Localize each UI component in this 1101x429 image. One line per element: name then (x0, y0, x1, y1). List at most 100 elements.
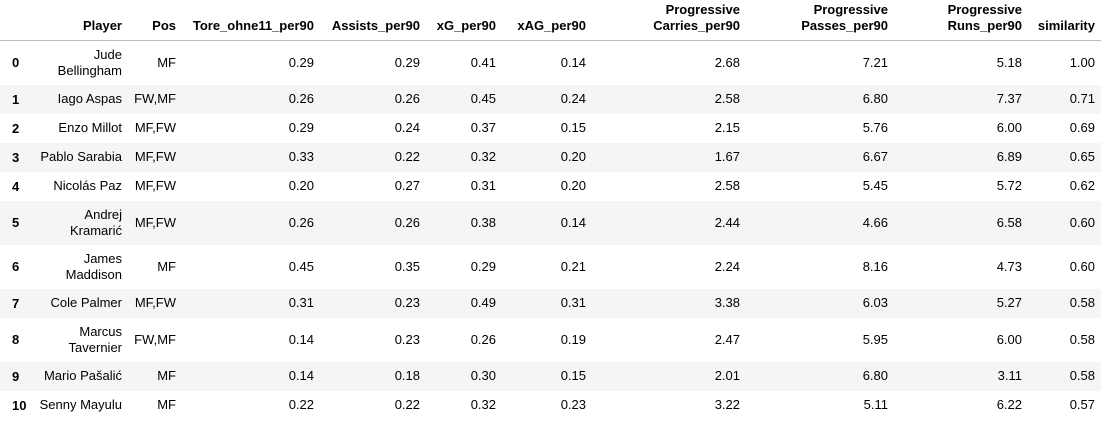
runs-cell: 3.11 (997, 368, 1022, 383)
xag-cell: 0.15 (560, 120, 586, 135)
player-cell: Andrej Kramarić (69, 206, 122, 238)
xag-cell: 0.24 (560, 91, 586, 106)
carries-cell: 2.44 (714, 214, 740, 230)
pos-cell: MF (157, 258, 176, 274)
similarity-table: Player Pos Tore_ohne11_per90 Assists_per… (0, 0, 1101, 420)
xag-cell: 0.31 (560, 295, 586, 310)
passes-cell: 6.03 (862, 295, 888, 310)
pos-cell: MF,FW (134, 178, 176, 193)
column-header-progressive-passes: Progressive Passes_per90 (746, 0, 894, 41)
pos-cell: MF (157, 54, 176, 70)
similarity-cell: 0.58 (1069, 331, 1095, 347)
table-row: 7 Cole Palmer MF,FW 0.31 0.23 0.49 0.31 … (0, 288, 1101, 318)
tore-cell: 0.14 (288, 368, 314, 383)
xg-cell: 0.31 (470, 178, 496, 193)
carries-cell: 1.67 (714, 149, 740, 164)
runs-cell: 4.73 (996, 258, 1022, 274)
assists-cell: 0.27 (394, 178, 420, 193)
xag-cell: 0.20 (560, 178, 586, 193)
passes-cell: 6.80 (862, 91, 888, 106)
passes-cell: 5.95 (862, 331, 888, 347)
column-header-progressive-runs: Progressive Runs_per90 (894, 0, 1028, 41)
passes-cell: 8.16 (862, 258, 888, 274)
pos-cell: MF,FW (134, 149, 176, 164)
passes-cell: 4.66 (862, 214, 888, 230)
row-index: 3 (12, 149, 20, 165)
pos-cell: MF (157, 397, 176, 412)
player-cell: Pablo Sarabia (40, 149, 122, 164)
similarity-cell: 0.71 (1069, 91, 1095, 106)
row-index: 5 (12, 215, 20, 230)
row-index: 9 (12, 368, 20, 384)
column-header-xg: xG_per90 (426, 0, 502, 41)
assists-cell: 0.22 (394, 149, 420, 164)
similarity-cell: 0.69 (1069, 120, 1095, 135)
xg-cell: 0.41 (470, 54, 496, 70)
xag-cell: 0.14 (560, 214, 586, 230)
table-row: 6 James Maddison MF 0.45 0.35 0.29 0.21 … (0, 245, 1101, 289)
passes-cell: 5.76 (862, 120, 888, 135)
carries-cell: 2.68 (714, 54, 740, 70)
assists-cell: 0.29 (394, 54, 420, 70)
xg-cell: 0.32 (470, 397, 496, 412)
tore-cell: 0.22 (288, 397, 314, 412)
assists-cell: 0.18 (394, 368, 420, 383)
pos-cell: FW,MF (134, 331, 176, 347)
runs-cell: 5.72 (996, 178, 1022, 193)
similarity-cell: 0.60 (1069, 214, 1095, 230)
assists-cell: 0.23 (394, 331, 420, 347)
pos-cell: MF,FW (134, 120, 176, 135)
row-index: 1 (12, 91, 20, 107)
tore-cell: 0.29 (288, 54, 314, 70)
column-header-similarity: similarity (1028, 0, 1101, 41)
similarity-cell: 0.65 (1069, 149, 1095, 164)
row-index: 10 (12, 397, 27, 413)
carries-cell: 2.58 (714, 178, 740, 193)
runs-cell: 6.00 (996, 120, 1022, 135)
xg-cell: 0.30 (470, 368, 496, 383)
tore-cell: 0.26 (288, 214, 314, 230)
runs-cell: 5.18 (996, 54, 1022, 70)
assists-cell: 0.24 (394, 120, 420, 135)
carries-cell: 2.24 (714, 258, 740, 274)
row-index: 8 (12, 332, 20, 347)
tore-cell: 0.26 (288, 91, 314, 106)
player-cell: Mario Pašalić (43, 368, 122, 383)
similarity-cell: 0.58 (1069, 295, 1095, 310)
pos-cell: MF,FW (134, 214, 176, 230)
runs-cell: 6.58 (996, 214, 1022, 230)
column-header-pos: Pos (128, 0, 182, 41)
carries-cell: 2.58 (714, 91, 740, 106)
header-row: Player Pos Tore_ohne11_per90 Assists_per… (0, 0, 1101, 41)
carries-cell: 3.38 (714, 295, 740, 310)
pos-cell: FW,MF (134, 91, 176, 106)
tore-cell: 0.29 (288, 120, 314, 135)
tore-cell: 0.31 (288, 295, 314, 310)
similarity-cell: 1.00 (1069, 54, 1095, 70)
assists-cell: 0.23 (394, 295, 420, 310)
player-cell: Enzo Millot (58, 120, 122, 135)
tore-cell: 0.33 (288, 149, 314, 164)
xg-cell: 0.32 (470, 149, 496, 164)
carries-cell: 2.01 (714, 368, 740, 383)
xag-cell: 0.14 (560, 54, 586, 70)
passes-cell: 7.21 (862, 54, 888, 70)
assists-cell: 0.26 (394, 214, 420, 230)
table-row: 1 Iago Aspas FW,MF 0.26 0.26 0.45 0.24 2… (0, 84, 1101, 114)
runs-cell: 5.27 (996, 295, 1022, 310)
tore-cell: 0.20 (288, 178, 314, 193)
row-index: 7 (12, 295, 20, 311)
table-row: 2 Enzo Millot MF,FW 0.29 0.24 0.37 0.15 … (0, 114, 1101, 143)
xag-cell: 0.23 (560, 397, 586, 412)
table-row: 9 Mario Pašalić MF 0.14 0.18 0.30 0.15 2… (0, 361, 1101, 391)
passes-cell: 5.11 (863, 397, 888, 412)
table-row: 4 Nicolás Paz MF,FW 0.20 0.27 0.31 0.20 … (0, 172, 1101, 201)
xg-cell: 0.45 (470, 91, 496, 106)
runs-cell: 6.00 (996, 331, 1022, 347)
tore-cell: 0.14 (288, 331, 314, 347)
similarity-cell: 0.60 (1069, 258, 1095, 274)
column-header-player: Player (34, 0, 128, 41)
column-header-assists: Assists_per90 (320, 0, 426, 41)
table-row: 10 Senny Mayulu MF 0.22 0.22 0.32 0.23 3… (0, 391, 1101, 420)
